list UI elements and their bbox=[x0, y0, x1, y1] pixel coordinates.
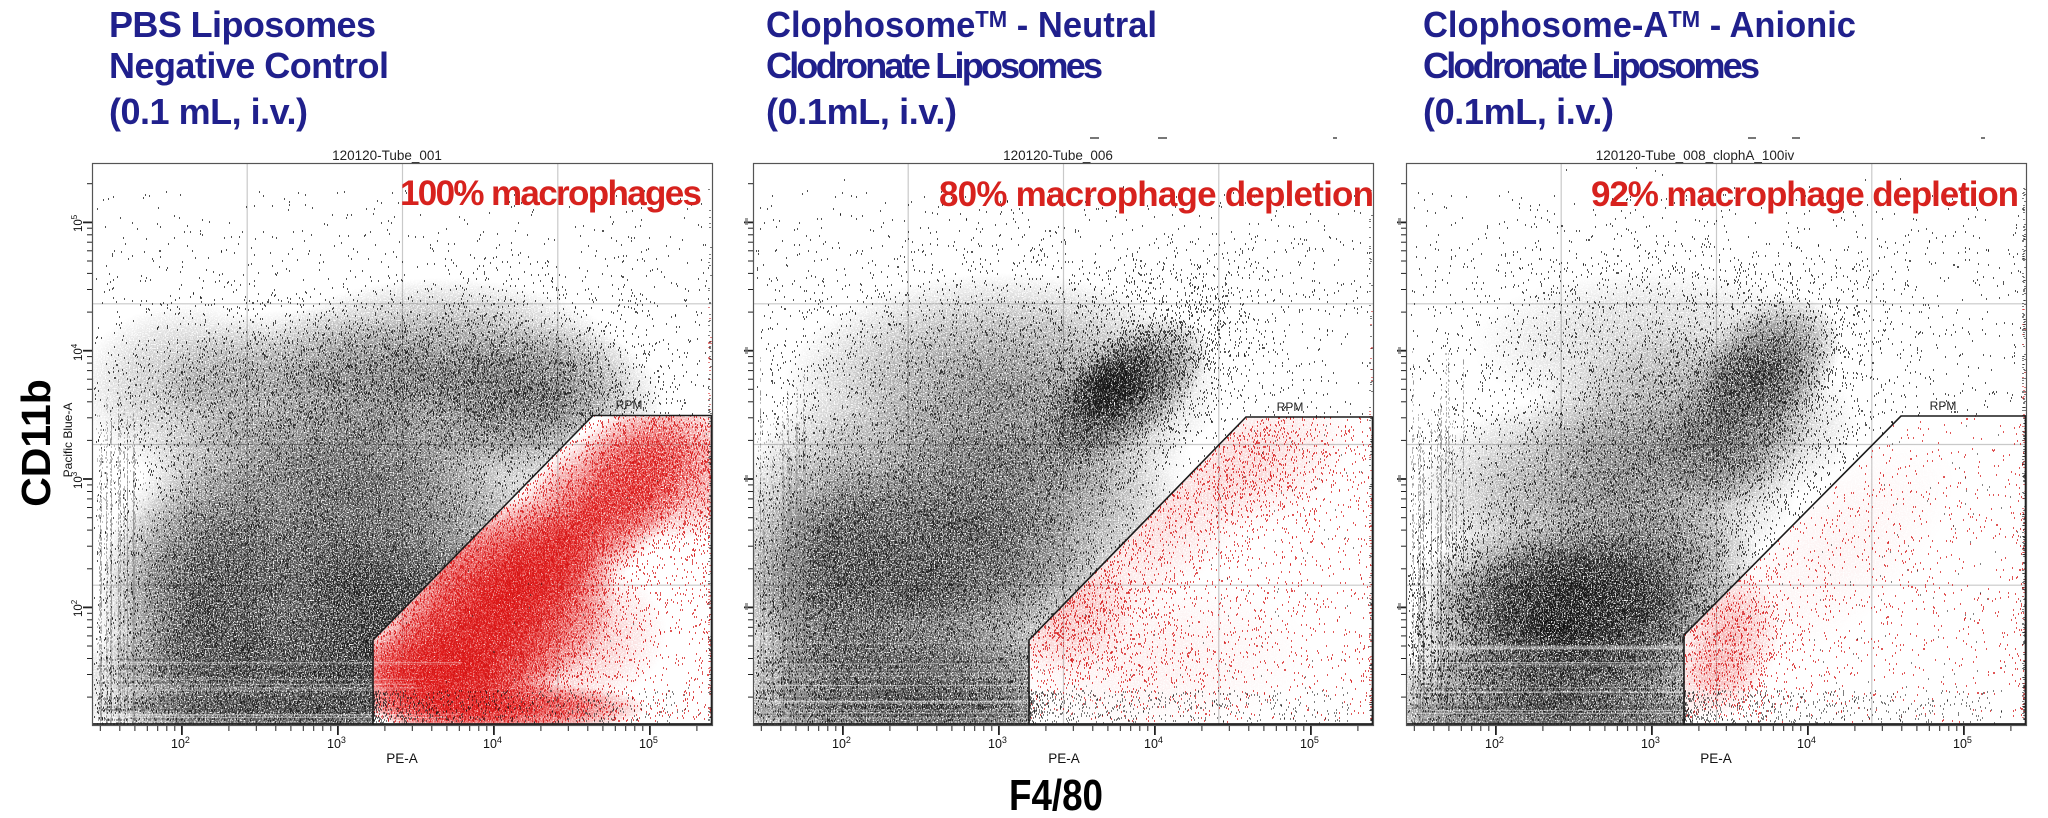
svg-text:Negative Control: Negative Control bbox=[109, 45, 389, 86]
svg-text:(0.1mL, i.v.): (0.1mL, i.v.) bbox=[1423, 91, 1614, 132]
svg-text:PE-A: PE-A bbox=[1048, 751, 1080, 766]
svg-text:120120-Tube_008_clophA_100iv: 120120-Tube_008_clophA_100iv bbox=[1596, 148, 1795, 163]
svg-text:92% macrophage depletion: 92% macrophage depletion bbox=[1591, 175, 2019, 214]
svg-text:RPM: RPM bbox=[1277, 400, 1304, 414]
svg-text:CD11b: CD11b bbox=[13, 379, 59, 507]
svg-text:80% macrophage depletion: 80% macrophage depletion bbox=[939, 175, 1374, 214]
svg-text:ClophosomeTM - Neutral: ClophosomeTM - Neutral bbox=[766, 4, 1157, 45]
svg-text:RPM: RPM bbox=[1930, 399, 1957, 413]
svg-text:Clodronate Liposomes: Clodronate Liposomes bbox=[766, 45, 1103, 86]
svg-text:Pacific Blue-A: Pacific Blue-A bbox=[61, 403, 75, 478]
svg-text:(0.1mL, i.v.): (0.1mL, i.v.) bbox=[766, 91, 957, 132]
svg-text:(0.1 mL, i.v.): (0.1 mL, i.v.) bbox=[109, 91, 308, 132]
svg-text:PBS Liposomes: PBS Liposomes bbox=[109, 4, 376, 45]
svg-text:RPM: RPM bbox=[616, 398, 643, 412]
svg-text:Clodronate Liposomes: Clodronate Liposomes bbox=[1423, 45, 1760, 86]
svg-text:100% macrophages: 100% macrophages bbox=[400, 174, 702, 213]
svg-text:120120-Tube_001: 120120-Tube_001 bbox=[332, 148, 442, 163]
svg-text:Clophosome-ATM - Anionic: Clophosome-ATM - Anionic bbox=[1423, 4, 1856, 45]
svg-text:PE-A: PE-A bbox=[1700, 751, 1732, 766]
svg-text:PE-A: PE-A bbox=[386, 751, 418, 766]
svg-text:F4/80: F4/80 bbox=[1009, 771, 1103, 818]
svg-text:120120-Tube_006: 120120-Tube_006 bbox=[1003, 148, 1113, 163]
